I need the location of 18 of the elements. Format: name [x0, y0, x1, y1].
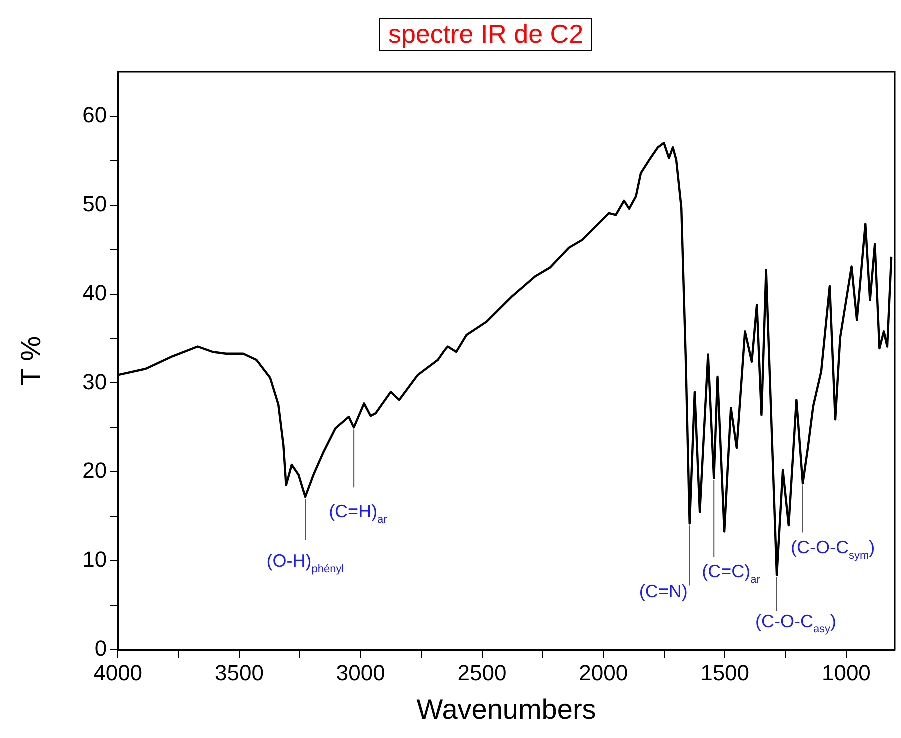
x-axis-title: Wavenumbers	[416, 694, 596, 725]
y-tick-label: 50	[82, 191, 108, 216]
x-tick-label: 1000	[822, 660, 871, 686]
x-tick-label: 3000	[336, 660, 386, 686]
y-tick-label: 40	[82, 280, 108, 306]
annotation: (C=N)	[639, 582, 688, 602]
x-tick-label: 2500	[458, 660, 507, 686]
x-tick-label: 4000	[94, 660, 143, 686]
y-tick-label: 30	[82, 369, 108, 394]
y-axis-title: T %	[16, 336, 47, 386]
x-tick-label: 2000	[579, 660, 628, 686]
chart-title: spectre IR de C2	[379, 18, 593, 51]
y-tick-label: 10	[82, 547, 108, 572]
y-tick-label: 60	[82, 102, 108, 128]
x-tick-label: 1500	[700, 660, 750, 686]
y-tick-label: 0	[94, 636, 108, 662]
x-tick-label: 3500	[214, 660, 264, 686]
y-tick-label: 20	[82, 458, 108, 484]
